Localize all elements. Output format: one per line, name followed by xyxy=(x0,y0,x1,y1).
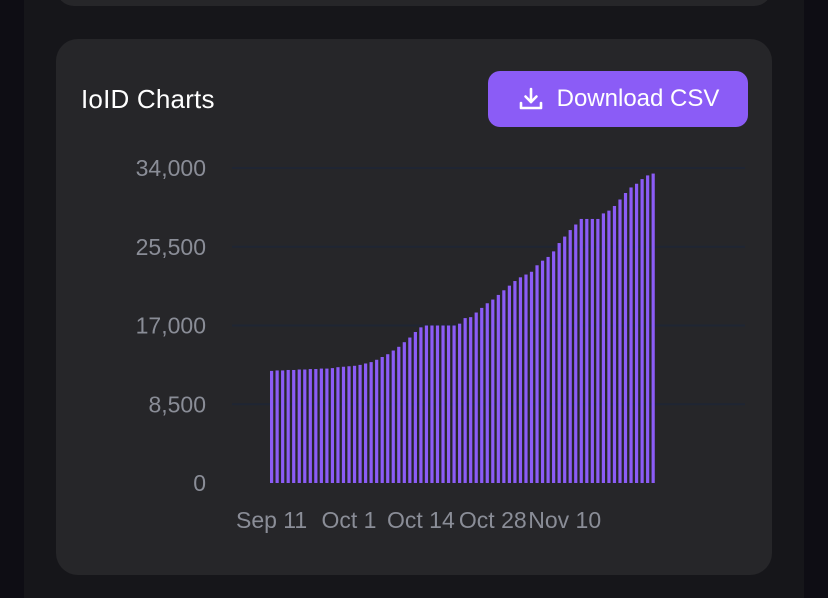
bar[interactable] xyxy=(568,230,572,483)
bar[interactable] xyxy=(640,179,644,483)
download-csv-button[interactable]: Download CSV xyxy=(488,71,748,127)
bar[interactable] xyxy=(529,271,534,483)
bar[interactable] xyxy=(397,346,401,483)
bar[interactable] xyxy=(646,175,650,483)
bar[interactable] xyxy=(325,368,329,483)
bar[interactable] xyxy=(518,277,523,483)
bar[interactable] xyxy=(308,369,312,483)
bar[interactable] xyxy=(319,368,323,483)
x-tick-label: Oct 28 xyxy=(459,507,527,533)
bar[interactable] xyxy=(601,213,605,483)
bar[interactable] xyxy=(347,366,351,483)
bar[interactable] xyxy=(596,218,600,483)
x-tick-label: Oct 14 xyxy=(387,507,455,533)
bar[interactable] xyxy=(275,370,279,483)
x-tick-label: Nov 10 xyxy=(528,507,601,533)
bar[interactable] xyxy=(507,285,511,483)
bar[interactable] xyxy=(452,325,456,484)
bar[interactable] xyxy=(502,290,506,483)
y-tick-label: 8,500 xyxy=(148,391,206,417)
bar[interactable] xyxy=(408,337,412,483)
bar[interactable] xyxy=(585,218,589,483)
bar[interactable] xyxy=(485,303,489,483)
bar[interactable] xyxy=(574,224,578,483)
bar[interactable] xyxy=(441,325,445,484)
bar[interactable] xyxy=(458,323,462,483)
bar[interactable] xyxy=(513,281,517,483)
bar[interactable] xyxy=(607,210,611,483)
bar[interactable] xyxy=(618,199,622,484)
bar[interactable] xyxy=(579,218,583,483)
bar[interactable] xyxy=(563,236,567,483)
bar[interactable] xyxy=(435,325,440,484)
bar[interactable] xyxy=(524,274,528,483)
bar[interactable] xyxy=(419,327,423,483)
y-tick-label: 25,500 xyxy=(136,234,206,260)
bar[interactable] xyxy=(303,369,307,483)
bar[interactable] xyxy=(336,367,340,483)
y-tick-label: 0 xyxy=(193,470,206,496)
bar[interactable] xyxy=(358,364,362,484)
bar[interactable] xyxy=(330,368,335,483)
bar[interactable] xyxy=(270,370,274,483)
bar[interactable] xyxy=(552,251,556,483)
bar[interactable] xyxy=(430,325,434,484)
y-tick-label: 34,000 xyxy=(136,155,206,181)
bar[interactable] xyxy=(446,325,451,484)
bar[interactable] xyxy=(402,342,406,483)
bar[interactable] xyxy=(364,363,368,483)
bar[interactable] xyxy=(634,183,639,483)
y-tick-label: 17,000 xyxy=(136,313,206,339)
bar[interactable] xyxy=(352,365,357,483)
bar[interactable] xyxy=(292,369,296,483)
bar[interactable] xyxy=(424,325,429,484)
bar[interactable] xyxy=(297,369,301,483)
bar[interactable] xyxy=(391,350,395,483)
bar[interactable] xyxy=(281,370,285,483)
x-tick-label: Oct 1 xyxy=(322,507,377,533)
bar[interactable] xyxy=(286,369,290,483)
bar[interactable] xyxy=(629,187,633,483)
bar[interactable] xyxy=(496,294,500,483)
bar[interactable] xyxy=(651,173,655,483)
bar[interactable] xyxy=(557,243,561,483)
bar[interactable] xyxy=(469,317,473,483)
bar[interactable] xyxy=(413,331,417,483)
bar[interactable] xyxy=(474,312,478,483)
download-csv-label: Download CSV xyxy=(556,85,720,112)
bar[interactable] xyxy=(491,299,495,483)
bar[interactable] xyxy=(623,193,628,483)
download-icon xyxy=(517,85,545,113)
bar[interactable] xyxy=(463,318,467,483)
previous-card xyxy=(56,0,772,6)
bar[interactable] xyxy=(612,205,617,484)
x-tick-label: Sep 11 xyxy=(236,507,307,533)
bar[interactable] xyxy=(535,265,539,483)
bar[interactable] xyxy=(369,362,373,483)
bar[interactable] xyxy=(386,354,390,483)
bar[interactable] xyxy=(341,366,346,483)
bar[interactable] xyxy=(546,256,550,483)
bar[interactable] xyxy=(375,359,379,483)
bar[interactable] xyxy=(480,307,484,483)
bar[interactable] xyxy=(314,369,318,483)
card-title: IoID Charts xyxy=(81,84,215,114)
bar[interactable] xyxy=(380,357,384,483)
bar[interactable] xyxy=(590,218,594,483)
bar[interactable] xyxy=(540,260,545,483)
